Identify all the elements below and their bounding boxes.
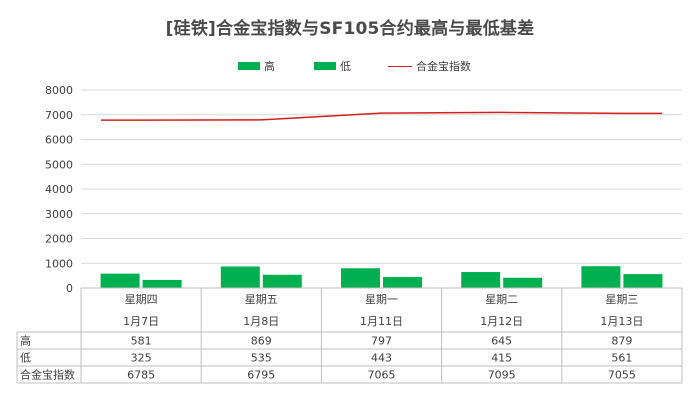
bar-low-2 [383,277,422,288]
bar-low-3 [503,277,543,288]
data-label-1-4: 561 [611,352,632,365]
y-tick-label-3000: 3000 [45,208,73,221]
y-tick-label-8000: 8000 [45,84,73,97]
data-label-0-0: 581 [131,335,152,348]
legend-label-index: 合金宝指数 [416,60,471,73]
x-tick-label-weekday-4: 星期三 [605,293,638,306]
data-label-1-1: 535 [251,352,272,365]
data-label-0-1: 869 [251,335,272,348]
bar-low-1 [262,274,302,288]
bar-high-3 [461,272,501,288]
x-tick-label-date-4: 1月13日 [600,315,643,328]
data-label-0-4: 879 [611,335,632,348]
legend-item-low: 低 [314,58,351,74]
x-tick-label-date-1: 1月8日 [243,315,279,328]
legend-item-index: 合金宝指数 [388,58,471,74]
table-row-label-2: 合金宝指数 [20,368,75,382]
data-label-1-0: 325 [131,352,152,365]
bar-low-4 [623,274,663,288]
y-tick-label-5000: 5000 [45,158,73,171]
legend: 高 低 合金宝指数 [0,58,700,74]
table-row-label-0: 高 [20,334,31,348]
bar-high-2 [341,268,380,288]
data-label-2-0: 6785 [127,369,155,382]
y-tick-label-1000: 1000 [45,257,73,270]
series-line-index [101,111,662,121]
legend-swatch-high [238,62,260,70]
x-tick-label-date-3: 1月12日 [480,315,523,328]
y-tick-label-4000: 4000 [45,183,73,196]
legend-label-high: 高 [264,60,275,73]
legend-swatch-index [388,65,412,67]
x-tick-label-weekday-1: 星期五 [245,293,278,306]
x-tick-label-weekday-3: 星期二 [485,293,518,306]
y-tick-label-6000: 6000 [45,134,73,147]
data-label-2-1: 6795 [247,369,275,382]
data-label-2-2: 7065 [368,369,396,382]
bar-low-0 [142,279,182,288]
data-label-2-3: 7095 [488,369,516,382]
data-label-1-2: 443 [371,352,392,365]
bar-high-1 [220,266,260,288]
legend-swatch-low [314,62,336,70]
legend-item-high: 高 [238,58,275,74]
y-tick-label-7000: 7000 [45,109,73,122]
y-tick-label-2000: 2000 [45,233,73,246]
bar-high-0 [100,273,140,288]
x-tick-label-weekday-0: 星期四 [125,293,158,306]
data-label-1-3: 415 [491,352,512,365]
data-label-0-3: 645 [491,335,512,348]
data-label-2-4: 7055 [608,369,636,382]
legend-label-low: 低 [340,60,351,73]
chart-title: [硅铁]合金宝指数与SF105合约最高与最低基差 [165,19,535,39]
data-label-0-2: 797 [371,335,392,348]
x-tick-label-weekday-2: 星期一 [365,293,398,306]
x-tick-label-date-2: 1月11日 [360,315,403,328]
table-row-label-1: 低 [20,352,31,365]
y-tick-label-0: 0 [66,282,73,295]
x-tick-label-date-0: 1月7日 [123,315,159,328]
bar-high-4 [581,266,621,288]
